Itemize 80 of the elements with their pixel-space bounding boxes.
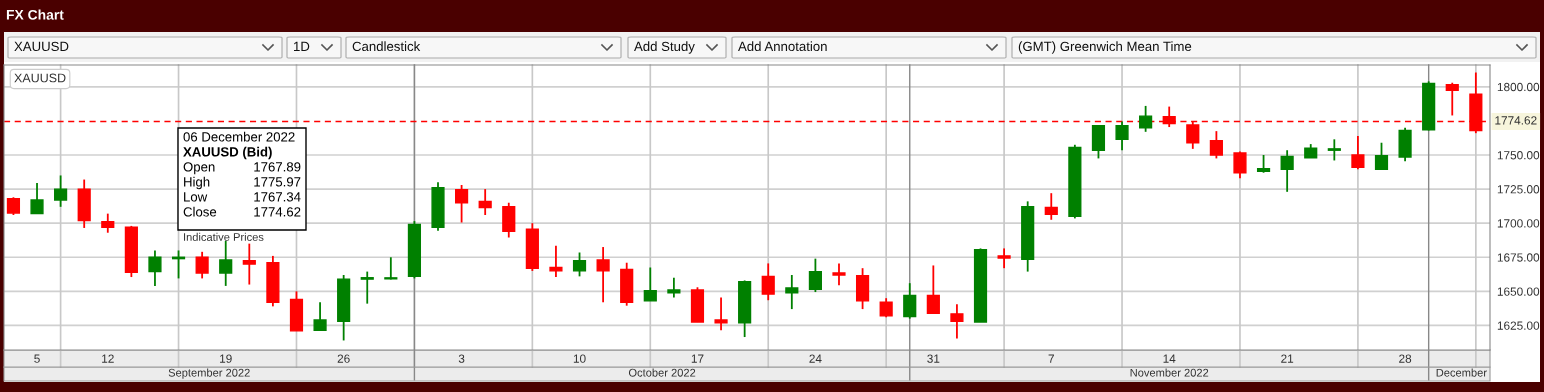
candlestick	[1280, 149, 1294, 193]
x-tick-label: 3	[458, 354, 465, 363]
candlestick	[219, 240, 233, 287]
x-tick-label: 21	[1281, 354, 1294, 363]
x-tick-label: 7	[1048, 354, 1054, 363]
annotation: Open	[183, 162, 215, 175]
y-tick-label: 1675.00	[1497, 253, 1540, 262]
candlestick	[1445, 81, 1459, 117]
annotation: 1775.97	[254, 177, 301, 187]
text: Candlestick	[352, 41, 421, 52]
candlestick	[714, 296, 728, 332]
x-tick-label: 12	[102, 354, 114, 363]
y-tick-label: 1700.00	[1497, 219, 1540, 228]
text: 1D	[294, 41, 310, 51]
y-tick-label: 1725.00	[1497, 185, 1540, 194]
candlestick	[950, 303, 964, 340]
text: Add Annotation	[738, 41, 827, 52]
annotation: Indicative Prices	[184, 232, 264, 241]
y-tick-label: 1650.00	[1497, 287, 1540, 296]
candlestick	[1233, 150, 1247, 180]
x-tick-label: 14	[1163, 354, 1176, 363]
y-tick-label: 1750.00	[1497, 151, 1540, 160]
y-tick-label: 1625.00	[1497, 321, 1540, 330]
candlestick	[195, 250, 209, 280]
annotation: 1774.62	[254, 207, 301, 217]
candlestick	[360, 270, 374, 305]
text: November 2022	[1130, 368, 1209, 377]
text: October 2022	[628, 368, 696, 377]
candlestick	[478, 188, 492, 216]
text: XAUUSD	[14, 41, 69, 52]
annotation: XAUUSD	[14, 73, 66, 83]
annotation: 1767.89	[254, 162, 301, 172]
x-tick-label: 24	[809, 354, 822, 363]
candlestick	[384, 256, 398, 281]
x-tick-label: 5	[34, 354, 40, 363]
candlestick	[572, 251, 587, 278]
candlestick	[667, 276, 681, 299]
candlestick	[1327, 138, 1341, 162]
text: December	[1436, 368, 1487, 377]
candlestick	[643, 266, 657, 302]
candlestick	[101, 212, 115, 234]
candlestick	[832, 262, 846, 287]
text: (GMT) Greenwich Mean Time	[1018, 41, 1192, 54]
ref-line-label: 1774.62	[1495, 116, 1537, 125]
candlestick	[455, 184, 469, 224]
candlestick	[926, 264, 940, 315]
x-tick-label: 26	[337, 354, 350, 363]
annotation: XAUUSD (Bid)	[183, 146, 272, 160]
x-tick-label: 10	[573, 354, 586, 363]
candlestick	[313, 301, 327, 332]
x-tick-label: 28	[1399, 354, 1412, 363]
candlestick	[30, 182, 44, 215]
candlestick	[785, 274, 799, 310]
candlestick	[242, 242, 256, 286]
candlestick	[1374, 141, 1389, 171]
annotation: 1767.34	[254, 192, 301, 202]
candlestick	[54, 174, 68, 208]
candlestick	[148, 249, 162, 287]
chart-title: FX Chart	[6, 9, 64, 20]
annotation: 06 December 2022	[183, 131, 295, 142]
candlestick	[1115, 120, 1129, 152]
candlestick	[1139, 105, 1153, 133]
annotation: High	[184, 176, 210, 190]
annotation: Low	[184, 192, 208, 202]
candlestick	[761, 262, 775, 302]
text: September 2022	[168, 368, 250, 379]
x-tick-label: 31	[927, 354, 940, 363]
candlestick	[903, 282, 917, 320]
candlestick	[808, 257, 822, 293]
candlestick	[596, 246, 610, 304]
candlestick	[1209, 130, 1223, 160]
x-tick-label: 19	[220, 354, 232, 363]
candlestick	[549, 244, 563, 278]
x-tick-label: 17	[691, 354, 704, 363]
annotation: Close	[183, 206, 217, 217]
candlestick	[1351, 135, 1365, 171]
candlestick	[1044, 192, 1058, 221]
candlestick	[997, 247, 1011, 270]
y-tick-label: 1800.00	[1497, 82, 1540, 92]
text: Add Study	[634, 41, 695, 54]
